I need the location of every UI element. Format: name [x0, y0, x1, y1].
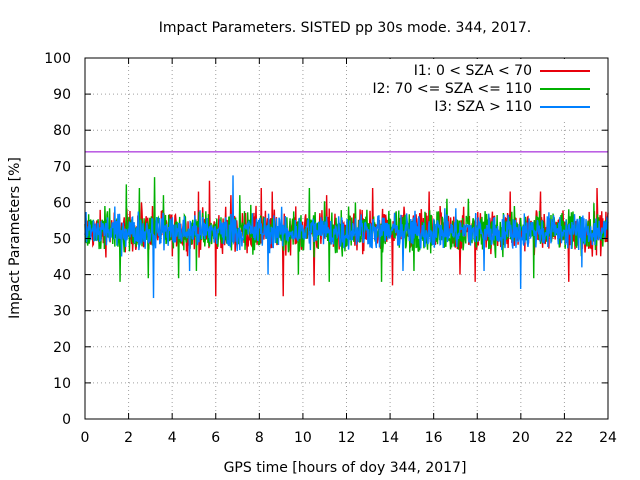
- x-tick-label: 24: [599, 430, 617, 446]
- y-tick-label: 100: [44, 51, 71, 67]
- y-tick-label: 70: [53, 159, 71, 175]
- x-tick-label: 8: [255, 430, 264, 446]
- chart-title: Impact Parameters. SISTED pp 30s mode. 3…: [159, 20, 532, 36]
- x-tick-label: 0: [81, 430, 90, 446]
- y-tick-label: 40: [53, 268, 71, 284]
- x-tick-label: 22: [556, 430, 574, 446]
- legend-label-i3: I3: SZA > 110: [434, 99, 532, 115]
- x-tick-label: 2: [124, 430, 133, 446]
- x-tick-label: 10: [294, 430, 312, 446]
- x-tick-label: 4: [168, 430, 177, 446]
- x-tick-label: 16: [425, 430, 443, 446]
- y-tick-label: 50: [53, 232, 71, 248]
- series-area: [84, 175, 609, 299]
- x-tick-labels: 0 2 4 6 8 10 12 14 16 18 20 22 24: [81, 430, 617, 446]
- x-axis-label: GPS time [hours of doy 344, 2017]: [224, 460, 467, 476]
- y-tick-label: 20: [53, 340, 71, 356]
- x-tick-label: 14: [381, 430, 399, 446]
- x-tick-label: 18: [468, 430, 486, 446]
- series-3: [84, 175, 609, 299]
- y-axis-label: Impact Parameters [%]: [7, 157, 23, 319]
- x-tick-label: 20: [512, 430, 530, 446]
- series-line-3: [84, 175, 609, 299]
- y-tick-label: 0: [62, 412, 71, 428]
- y-tick-label: 80: [53, 123, 71, 139]
- y-tick-label: 60: [53, 195, 71, 211]
- y-tick-label: 10: [53, 376, 71, 392]
- legend: I1: 0 < SZA < 70 I2: 70 <= SZA <= 110 I3…: [372, 59, 606, 121]
- x-tick-label: 12: [338, 430, 356, 446]
- legend-label-i1: I1: 0 < SZA < 70: [414, 63, 532, 79]
- legend-label-i2: I2: 70 <= SZA <= 110: [372, 81, 532, 97]
- y-tick-label: 30: [53, 304, 71, 320]
- y-tick-label: 90: [53, 87, 71, 103]
- x-tick-label: 6: [211, 430, 220, 446]
- y-tick-labels: 0 10 20 30 40 50 60 70 80 90 100: [44, 51, 71, 428]
